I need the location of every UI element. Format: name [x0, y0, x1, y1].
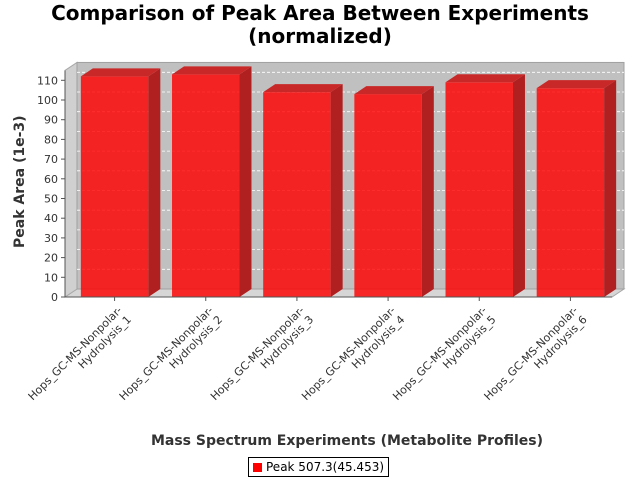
- y-tick-label: 60: [44, 173, 58, 186]
- bar-top: [80, 68, 161, 77]
- y-tick-label: 10: [44, 271, 58, 284]
- bar: [172, 74, 240, 297]
- legend: Peak 507.3(45.453): [248, 457, 390, 477]
- y-tick-label: 80: [44, 133, 58, 146]
- chart-title-line2: (normalized): [248, 24, 392, 48]
- y-axis-title: Peak Area (1e-3): [12, 115, 28, 248]
- bar: [80, 76, 149, 297]
- y-tick-label: 70: [44, 153, 58, 166]
- chart-title: Comparison of Peak Area Between Experime…: [0, 2, 640, 48]
- chart-title-line1: Comparison of Peak Area Between Experime…: [51, 1, 589, 25]
- bar: [536, 88, 605, 298]
- bar-side: [421, 86, 434, 297]
- bar-side: [148, 68, 161, 297]
- bar-top: [536, 80, 617, 89]
- legend-label: Peak 507.3(45.453): [266, 460, 385, 474]
- bar-side: [512, 74, 525, 298]
- bar-top: [354, 86, 434, 95]
- bar: [263, 92, 331, 298]
- legend-swatch: [253, 462, 262, 472]
- plot-side-wall: [64, 61, 78, 298]
- bar: [445, 82, 513, 298]
- y-tick-label: 0: [51, 291, 58, 304]
- bar-side: [330, 84, 343, 298]
- x-tick-label: Hops_GC-MS-Nonpolar-Hydrolysis_6: [481, 304, 589, 412]
- y-tick-label: 100: [37, 94, 58, 107]
- y-tick-label: 90: [44, 114, 58, 127]
- bar-top: [172, 66, 252, 75]
- y-tick-label: 40: [44, 212, 58, 225]
- bar-top: [445, 74, 525, 83]
- y-tick-label: 20: [44, 252, 58, 265]
- x-axis-title: Mass Spectrum Experiments (Metabolite Pr…: [151, 433, 543, 449]
- y-tick-label: 110: [37, 74, 58, 87]
- y-tick-label: 50: [44, 193, 58, 206]
- bar-side: [239, 66, 252, 297]
- bar-side: [604, 80, 617, 298]
- bar: [354, 94, 422, 297]
- bar-top: [263, 84, 343, 93]
- y-tick-label: 30: [44, 232, 58, 245]
- plot-area: [76, 61, 625, 290]
